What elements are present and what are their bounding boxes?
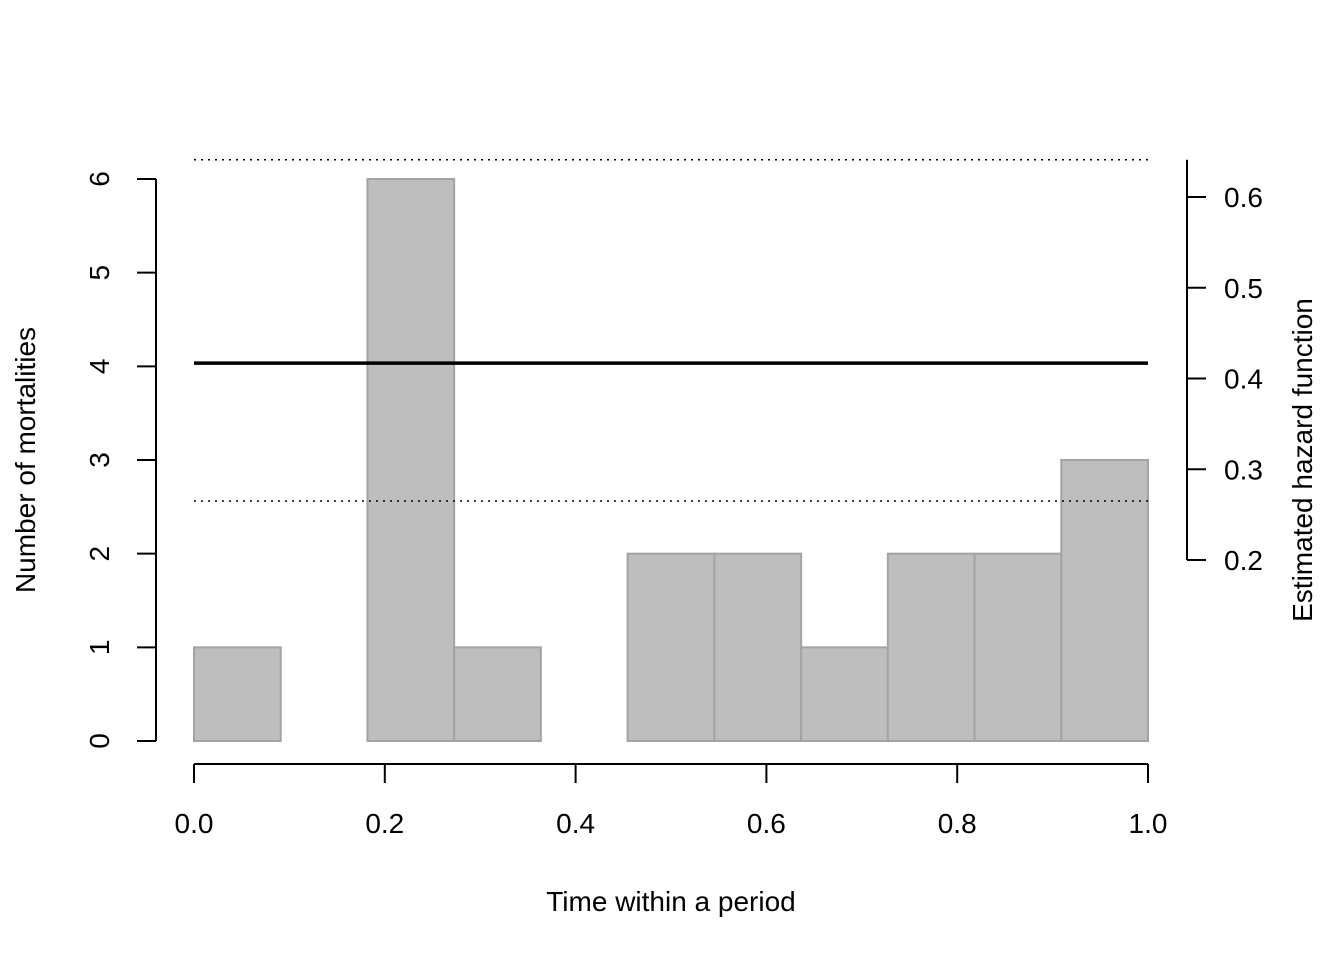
histogram-bar-9	[886, 552, 976, 743]
histogram-bar-7	[713, 552, 803, 743]
y-axis-left: 0 1 2 3 4 5 6	[84, 171, 157, 749]
y-tick-label: 4	[84, 359, 115, 375]
x-axis-title: Time within a period	[546, 886, 796, 917]
y-axis-title: Number of mortalities	[10, 327, 41, 593]
x-tick-label: 0.2	[365, 808, 404, 839]
x-tick-label: 0.4	[556, 808, 595, 839]
y-tick-label: 5	[84, 265, 115, 281]
y2-axis-title: Estimated hazard function	[1287, 298, 1318, 622]
histogram-bar-8	[800, 646, 889, 742]
y-tick-label: 1	[84, 640, 115, 656]
x-tick-label: 0.0	[175, 808, 214, 839]
histogram-bar-6	[626, 552, 716, 743]
y2-tick-label: 0.5	[1224, 273, 1263, 304]
histogram-bar-4	[453, 646, 542, 742]
y-tick-label: 3	[84, 452, 115, 468]
histogram-bar-10	[973, 552, 1063, 743]
y2-tick-label: 0.6	[1224, 182, 1263, 213]
x-tick-label: 0.8	[938, 808, 977, 839]
histogram-bar-3	[366, 178, 456, 742]
y-tick-label: 0	[84, 733, 115, 749]
histogram-bar-1	[193, 646, 282, 742]
hazard-lines	[194, 159, 1148, 502]
y2-tick-label: 0.2	[1224, 545, 1263, 576]
x-tick-label: 0.6	[747, 808, 786, 839]
histogram-bars	[193, 178, 1149, 743]
y-tick-label: 6	[84, 171, 115, 187]
y2-tick-label: 0.3	[1224, 454, 1263, 485]
y-axis-right: 0.2 0.3 0.4 0.5 0.6	[1186, 159, 1263, 576]
y2-tick-label: 0.4	[1224, 364, 1263, 395]
y-tick-label: 2	[84, 546, 115, 562]
x-tick-label: 1.0	[1129, 808, 1168, 839]
histogram-bar-11	[1060, 459, 1149, 742]
x-axis: 0.0 0.2 0.4 0.6 0.8 1.0	[175, 763, 1168, 839]
